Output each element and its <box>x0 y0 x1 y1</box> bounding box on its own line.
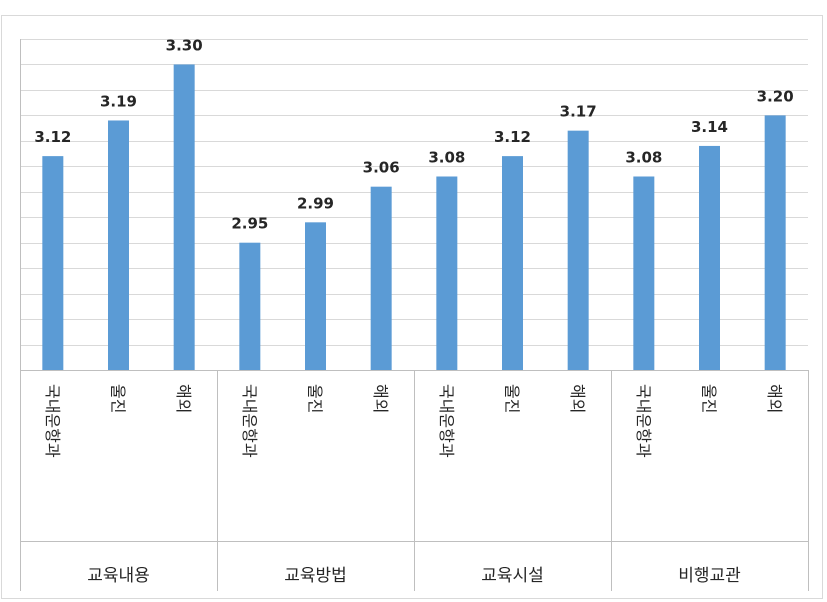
bar <box>436 176 458 370</box>
data-label: 3.08 <box>625 148 662 166</box>
category-tick-label: 국내운항과 <box>437 384 456 458</box>
bar <box>173 64 195 370</box>
data-label: 3.30 <box>166 36 203 54</box>
category-tick-label: 울진 <box>700 384 719 413</box>
bar <box>305 222 326 370</box>
group-label: 교육시설 <box>481 566 544 586</box>
data-label: 3.17 <box>560 103 597 121</box>
data-label: 2.99 <box>297 194 334 212</box>
bar <box>764 115 786 370</box>
data-label: 3.08 <box>428 148 465 166</box>
data-label: 3.19 <box>100 92 137 110</box>
category-tick-label: 해외 <box>174 384 193 413</box>
data-label: 3.12 <box>494 128 531 146</box>
chart-frame <box>1 15 823 599</box>
group-label: 교육내용 <box>87 566 150 586</box>
category-tick-label: 울진 <box>306 384 325 413</box>
category-tick-label: 울진 <box>109 384 128 413</box>
data-label: 3.20 <box>757 87 794 105</box>
data-label: 3.06 <box>363 159 400 177</box>
bar <box>502 156 523 370</box>
data-label: 3.12 <box>34 128 71 146</box>
bars <box>42 64 786 370</box>
category-tick-label: 국내운항과 <box>634 384 653 458</box>
category-tick-label: 울진 <box>503 384 522 413</box>
category-tick-label: 해외 <box>371 384 390 413</box>
data-label: 3.14 <box>691 118 728 136</box>
data-labels: 3.12 3.19 3.30 2.95 2.99 3.06 3.08 3.12 3.17 3.08… <box>34 36 793 232</box>
category-tick-label: 국내운항과 <box>240 384 259 458</box>
bar <box>699 145 720 370</box>
bar <box>370 186 392 370</box>
bar <box>239 242 261 370</box>
group-label: 비행교관 <box>678 566 741 586</box>
category-tick-label: 국내운항과 <box>43 384 62 458</box>
bar <box>42 156 64 370</box>
bar <box>567 130 589 370</box>
bar <box>633 176 655 370</box>
category-tick-label: 해외 <box>765 384 784 413</box>
group-label: 교육방법 <box>284 566 347 586</box>
data-label: 2.95 <box>231 215 268 233</box>
bar <box>108 120 129 370</box>
category-tick-label: 해외 <box>568 384 587 413</box>
gridlines <box>20 39 808 346</box>
